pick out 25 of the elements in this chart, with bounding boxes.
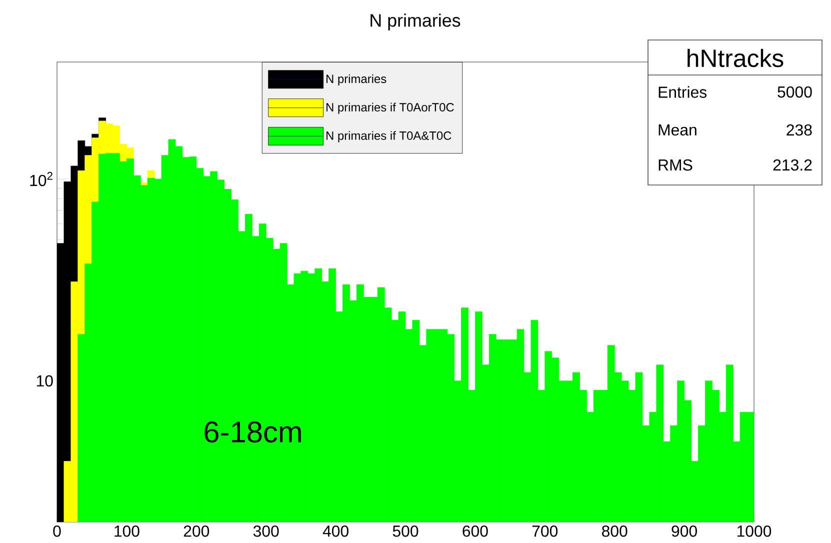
annotation: hNtracks <box>688 48 784 68</box>
x-tick-label: 800 <box>602 526 628 537</box>
chart-title: N primaries <box>370 14 460 30</box>
x-tick-label: 700 <box>532 526 558 537</box>
x-tick-label: 0 <box>53 526 61 537</box>
x-tick-label: 600 <box>462 526 488 537</box>
x-tick-label: 500 <box>392 526 418 537</box>
legend-label: N primaries if T0AorT0C <box>326 102 454 114</box>
annotation: RMS <box>658 159 692 171</box>
x-tick-label: 400 <box>322 526 348 537</box>
annotation: 6-18cm <box>204 421 301 443</box>
x-tick-label: 900 <box>672 526 697 537</box>
x-tick-label: 100 <box>114 526 140 537</box>
x-tick-label: 200 <box>184 526 210 537</box>
text: 5000 <box>778 86 812 98</box>
annotation: Mean <box>658 124 696 136</box>
y-tick-label: 10$^{2}$ <box>30 172 52 186</box>
x-tick-label: 300 <box>253 526 279 537</box>
x-tick-label: 1000 <box>737 526 772 537</box>
legend-label: N primaries if T0A&T0C <box>326 131 452 142</box>
y-tick-label: 10 <box>36 375 53 387</box>
text: 213.2 <box>773 159 812 171</box>
annotation: Entries <box>658 86 707 98</box>
legend-label: N primaries <box>326 74 386 86</box>
text: 238 <box>786 124 812 136</box>
